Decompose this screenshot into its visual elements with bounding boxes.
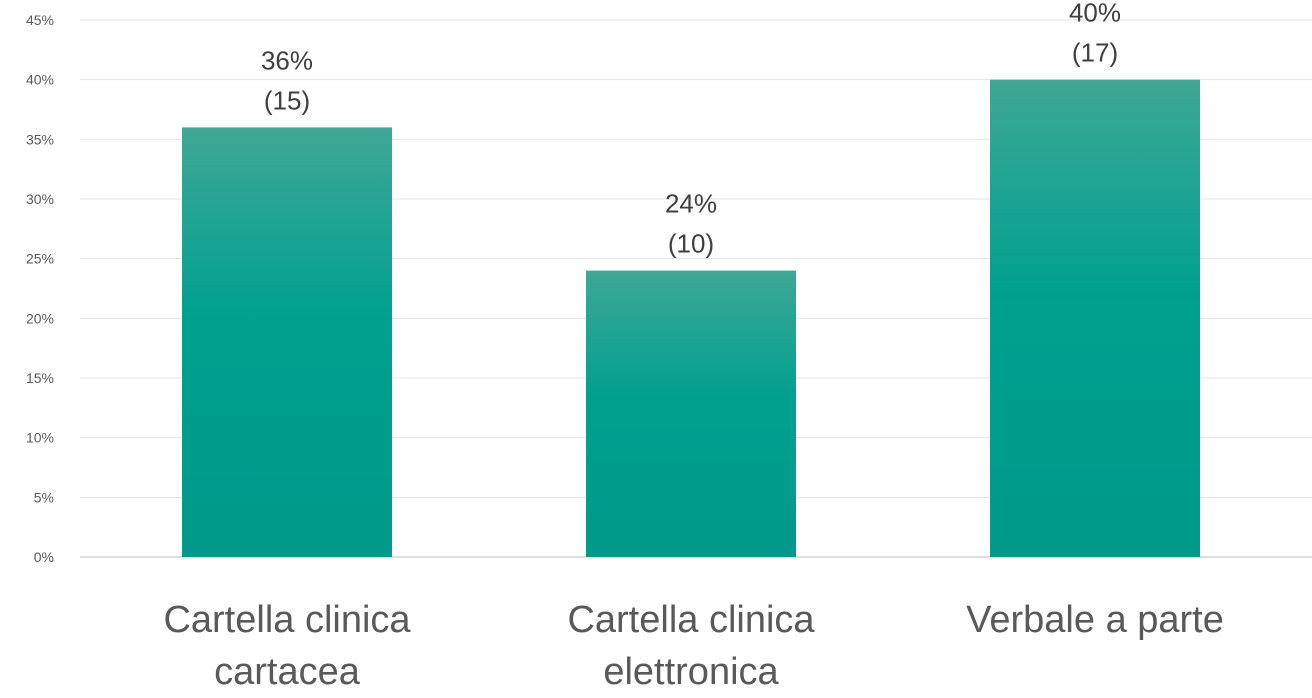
data-labels: 36% (15) 24% (10) 40% (17) xyxy=(261,0,1121,259)
data-label: (15) xyxy=(264,85,310,115)
y-tick-label: 20% xyxy=(26,310,54,326)
y-tick-label: 25% xyxy=(26,251,54,267)
bars xyxy=(182,79,1200,558)
y-tick-label: 5% xyxy=(34,489,54,505)
y-tick-label: 40% xyxy=(26,72,54,88)
x-tick-label: elettronica xyxy=(603,651,779,693)
x-tick-label: Cartella clinica xyxy=(163,599,411,641)
x-tick-label: Verbale a parte xyxy=(966,599,1224,641)
y-tick-label: 35% xyxy=(26,131,54,147)
data-label: (10) xyxy=(668,229,714,259)
x-axis: Cartella clinica cartacea Cartella clinica… xyxy=(163,599,1223,693)
data-label: 36% xyxy=(261,45,313,75)
bar xyxy=(990,79,1200,558)
y-tick-label: 0% xyxy=(34,549,54,565)
y-tick-label: 15% xyxy=(26,370,54,386)
data-label: (17) xyxy=(1072,38,1118,68)
y-axis: 0% 5% 10% 15% 20% 25% 30% 35% 40% 45% xyxy=(26,12,54,565)
bar xyxy=(182,127,392,558)
bar xyxy=(586,270,796,557)
y-tick-label: 45% xyxy=(26,12,54,28)
data-label: 24% xyxy=(665,189,717,219)
x-tick-label: cartacea xyxy=(214,651,361,693)
data-label: 40% xyxy=(1069,0,1121,28)
y-tick-label: 30% xyxy=(26,191,54,207)
x-tick-label: Cartella clinica xyxy=(567,599,815,641)
y-tick-label: 10% xyxy=(26,430,54,446)
